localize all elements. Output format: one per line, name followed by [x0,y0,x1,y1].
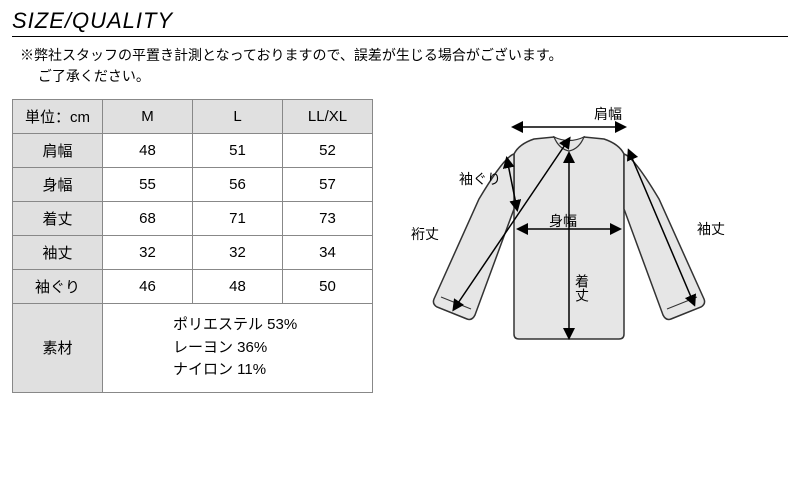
label-shoulder: 肩幅 [594,104,622,124]
size-table-wrap: 単位：cm M L LL/XL 肩幅 48 51 52 身幅 55 56 57 [12,99,373,393]
disclaimer: ※弊社スタッフの平置き計測となっておりますので、誤差が生じる場合がございます。 … [12,45,788,87]
cell-value: 51 [193,134,283,168]
row-label: 着丈 [13,202,103,236]
material-values: ポリエステル 53% レーヨン 36% ナイロン 11% [103,304,373,393]
cell-value: 52 [283,134,373,168]
material-item: ナイロン 11% [173,361,266,378]
cell-value: 68 [103,202,193,236]
unit-header: 単位：cm [13,100,103,134]
material-item: レーヨン 36% [173,339,267,356]
cell-value: 50 [283,270,373,304]
cell-value: 56 [193,168,283,202]
size-table: 単位：cm M L LL/XL 肩幅 48 51 52 身幅 55 56 57 [12,99,373,393]
cell-value: 46 [103,270,193,304]
disclaimer-line1: ※弊社スタッフの平置き計測となっておりますので、誤差が生じる場合がございます。 [20,47,563,63]
size-header: LL/XL [283,100,373,134]
cell-value: 34 [283,236,373,270]
material-item: ポリエステル 53% [173,316,297,333]
section-header: SIZE/QUALITY [12,8,788,37]
label-sleeve-right: 袖丈 [697,219,725,239]
cell-value: 32 [193,236,283,270]
table-row: 着丈 68 71 73 [13,202,373,236]
table-header-row: 単位：cm M L LL/XL [13,100,373,134]
table-row: 身幅 55 56 57 [13,168,373,202]
cell-value: 55 [103,168,193,202]
table-row: 肩幅 48 51 52 [13,134,373,168]
cell-value: 71 [193,202,283,236]
label-yuki: 裄丈 [411,224,439,244]
row-label: 袖ぐり [13,270,103,304]
measurement-diagram: 肩幅 袖ぐり 裄丈 身幅 袖丈 着丈 [393,99,788,389]
size-header: M [103,100,193,134]
cell-value: 73 [283,202,373,236]
cell-value: 57 [283,168,373,202]
shirt-icon [419,109,719,369]
table-row: 袖丈 32 32 34 [13,236,373,270]
row-label: 身幅 [13,168,103,202]
table-row: 袖ぐり 46 48 50 [13,270,373,304]
disclaimer-line2: ご了承ください。 [20,68,150,84]
label-body-width: 身幅 [549,211,577,231]
row-label: 袖丈 [13,236,103,270]
size-header: L [193,100,283,134]
cell-value: 48 [193,270,283,304]
label-armhole: 袖ぐり [459,169,501,189]
cell-value: 48 [103,134,193,168]
row-label: 肩幅 [13,134,103,168]
material-row: 素材 ポリエステル 53% レーヨン 36% ナイロン 11% [13,304,373,393]
cell-value: 32 [103,236,193,270]
material-label: 素材 [13,304,103,393]
label-length: 着丈 [572,274,592,302]
